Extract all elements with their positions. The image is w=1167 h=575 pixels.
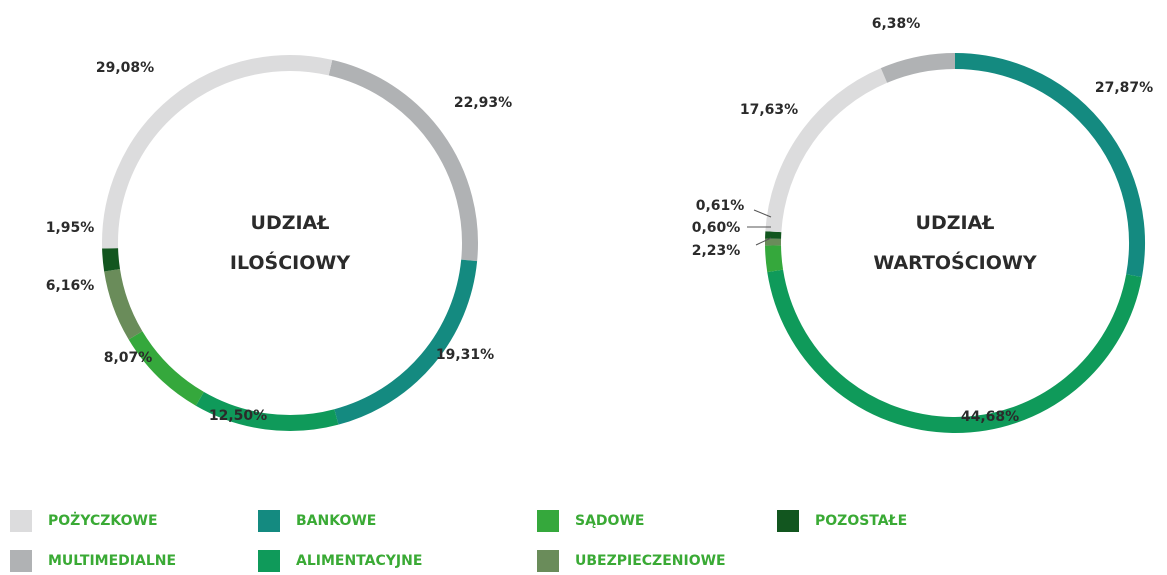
donut-slice — [765, 68, 888, 233]
legend-swatch — [537, 550, 559, 572]
value-label: 6,16% — [46, 278, 95, 294]
legend-swatch — [537, 510, 559, 532]
value-label: 1,95% — [46, 220, 95, 236]
donut-slice — [767, 269, 1142, 433]
donut-slice — [104, 268, 143, 340]
value-label: 0,61% — [696, 198, 745, 214]
legend-label: MULTIMEDIALNE — [48, 553, 176, 569]
legend-label: ALIMENTACYJNE — [296, 553, 422, 569]
value-label: 22,93% — [454, 95, 512, 111]
value-label: 44,68% — [961, 409, 1019, 425]
leader-line — [753, 209, 772, 218]
legend-swatch — [10, 550, 32, 572]
donut-slice — [765, 245, 784, 273]
chart-title: UDZIAŁ ILOŚCIOWY — [230, 212, 350, 274]
donut-slice — [128, 331, 204, 406]
legend-swatch — [777, 510, 799, 532]
leader-line — [755, 237, 772, 246]
legend-label: UBEZPIECZENIOWE — [575, 553, 726, 569]
value-label: 12,50% — [209, 408, 267, 424]
legend-swatch — [258, 510, 280, 532]
legend-swatch — [10, 510, 32, 532]
title-line: UDZIAŁ — [916, 212, 995, 234]
donut-slice — [880, 53, 956, 83]
value-label: 29,08% — [96, 60, 154, 76]
donut-slice — [195, 391, 339, 431]
legend-swatch — [258, 550, 280, 572]
donut-slice — [102, 247, 120, 272]
donut-slice — [954, 53, 1145, 278]
chart-title: UDZIAŁ WARTOŚCIOWY — [873, 212, 1037, 274]
value-label: 8,07% — [104, 350, 153, 366]
value-label: 2,23% — [692, 243, 741, 259]
legend-label: POZOSTAŁE — [815, 513, 907, 529]
legend-label: SĄDOWE — [575, 513, 644, 529]
legend-label: POŻYCZKOWE — [48, 512, 158, 529]
donut-slice — [334, 259, 478, 425]
title-line: WARTOŚCIOWY — [873, 250, 1037, 274]
donut-slice — [328, 59, 478, 262]
legend-label: BANKOWE — [296, 513, 376, 529]
title-line: UDZIAŁ — [251, 212, 330, 234]
title-line: ILOŚCIOWY — [230, 250, 350, 274]
value-label: 6,38% — [872, 16, 921, 32]
value-label: 0,60% — [692, 220, 741, 236]
value-label: 27,87% — [1095, 80, 1153, 96]
value-label: 17,63% — [740, 102, 798, 118]
donut-slice — [102, 55, 333, 249]
value-label: 19,31% — [436, 347, 494, 363]
